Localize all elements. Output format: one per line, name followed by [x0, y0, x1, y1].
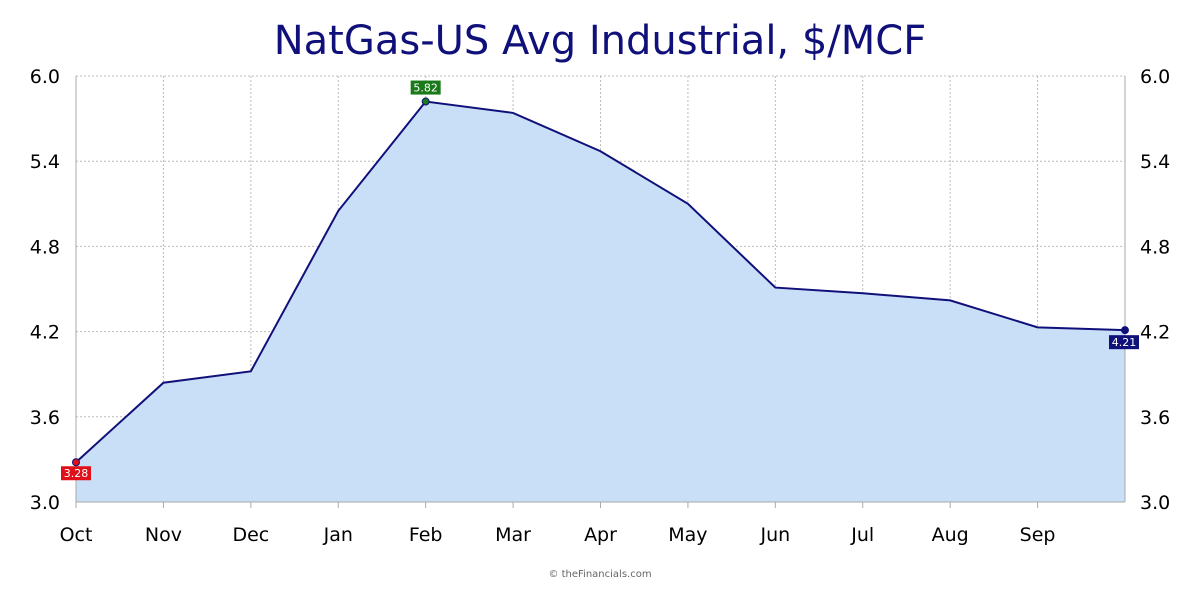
y-tick-label-right: 3.0 — [1140, 492, 1170, 514]
y-tick-label-right: 4.8 — [1140, 236, 1170, 258]
y-tick-label-left: 6.0 — [30, 66, 60, 88]
data-points — [72, 97, 1129, 467]
x-tick-label: Jul — [850, 524, 874, 546]
max-badge-label: 5.82 — [413, 82, 438, 95]
last-badge — [1109, 335, 1139, 350]
min-badge — [61, 466, 91, 481]
x-tick-label: Oct — [60, 524, 93, 546]
value-badges: 3.28 5.82 4.21 — [61, 80, 1139, 481]
x-tick-label: Jan — [323, 524, 353, 546]
x-tick-label: Dec — [232, 524, 269, 546]
y-tick-label-right: 6.0 — [1140, 66, 1170, 88]
x-tick-label: Jun — [759, 524, 790, 546]
series-line — [75, 100, 1126, 463]
y-tick-label-left: 3.6 — [30, 407, 60, 429]
x-tick-label: Feb — [409, 524, 443, 546]
y-tick-label-left: 3.0 — [30, 492, 60, 514]
y-tick-label-right: 3.6 — [1140, 407, 1170, 429]
credit-text: © theFinancials.com — [548, 569, 652, 580]
y-axis-left: 3.0 3.6 4.2 4.8 5.4 6.0 — [30, 66, 60, 514]
x-tick-label: Nov — [145, 524, 182, 546]
chart-title: NatGas-US Avg Industrial, $/MCF — [273, 18, 927, 64]
last-point — [1121, 326, 1129, 335]
y-tick-label-left: 4.8 — [30, 236, 60, 258]
x-tick-label: Apr — [584, 524, 617, 546]
y-tick-label-right: 5.4 — [1140, 151, 1170, 173]
x-tick-label: Sep — [1020, 524, 1056, 546]
x-tick-label: Mar — [495, 524, 531, 546]
y-tick-label-right: 4.2 — [1140, 322, 1170, 344]
x-tick-label: Aug — [932, 524, 969, 546]
min-point — [72, 458, 80, 467]
y-axis-right: 3.0 3.6 4.2 4.8 5.4 6.0 — [1140, 66, 1170, 514]
y-tick-label-left: 4.2 — [30, 322, 60, 344]
max-badge — [410, 80, 441, 95]
area-fill — [76, 101, 1125, 502]
last-badge-label: 4.21 — [1112, 336, 1137, 349]
min-badge-label: 3.28 — [64, 467, 89, 480]
x-tick-label: May — [668, 524, 707, 546]
x-axis: Oct Nov Dec Jan Feb Mar Apr May Jun Jul Aug Sep — [60, 502, 1056, 546]
max-point — [421, 97, 430, 106]
y-tick-label-left: 5.4 — [30, 151, 60, 173]
